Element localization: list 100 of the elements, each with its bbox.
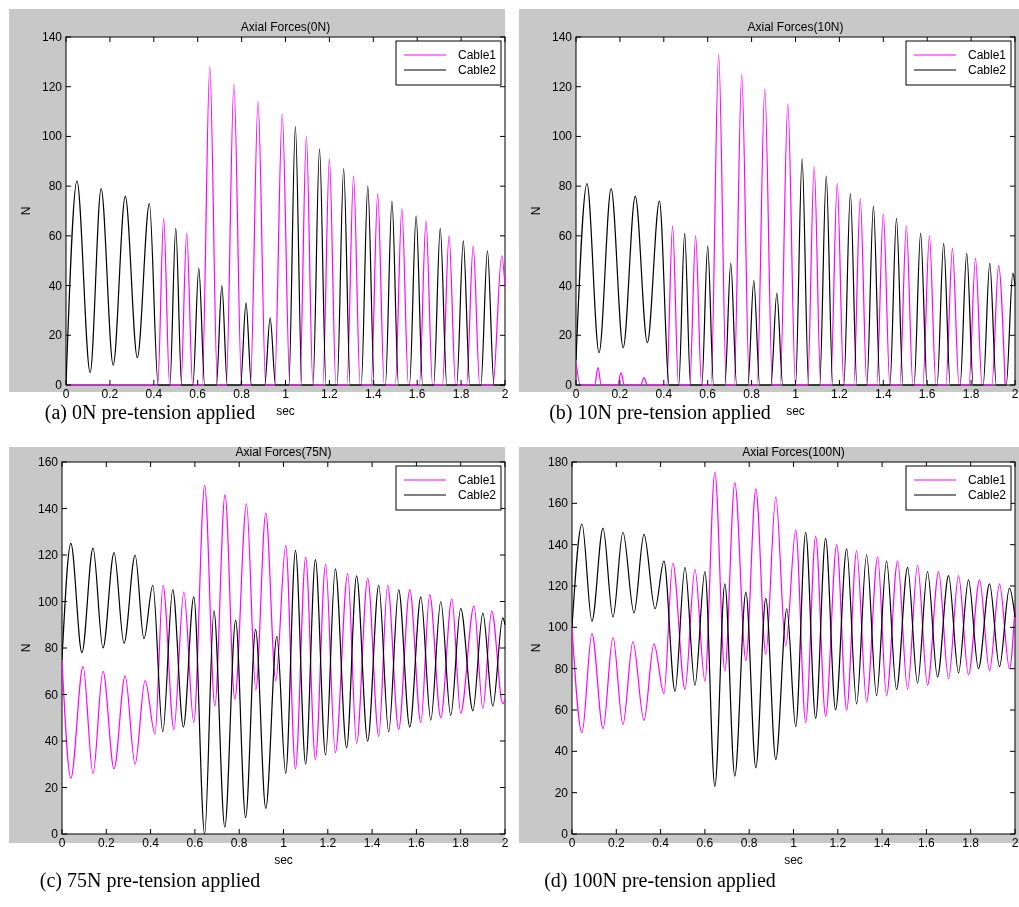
y-tick-label: 60 [48, 228, 63, 243]
x-axis-title: sec [786, 404, 805, 418]
chart-title: Axial Forces(10N) [747, 20, 844, 34]
y-tick-label: 160 [37, 455, 59, 469]
x-tick-label: 1.6 [918, 836, 936, 850]
text: (a) 0N pre-tension applied [44, 401, 256, 424]
line-series [572, 471, 1016, 734]
y-tick-label: 180 [547, 455, 569, 469]
x-tick-label: 0.2 [97, 836, 115, 850]
x-tick-label: 2 [1011, 836, 1019, 850]
y-axis-title: N [19, 206, 33, 216]
x-tick-label: 1.2 [319, 836, 337, 850]
y-tick-label: 140 [41, 30, 63, 44]
text: (d) 100N pre-tension applied [544, 869, 776, 892]
y-tick-label: 100 [41, 129, 63, 144]
x-tick-label: 0.4 [142, 836, 160, 850]
y-tick-label: 60 [558, 228, 573, 243]
legend-label: Cable1 [967, 473, 1007, 487]
y-tick-label: 20 [44, 780, 59, 795]
x-tick-label: 0.4 [652, 836, 670, 850]
y-tick-label: 40 [554, 744, 569, 759]
y-tick-label: 140 [547, 537, 569, 552]
y-tick-label: 40 [48, 278, 63, 293]
x-tick-label: 1.6 [408, 387, 426, 401]
x-tick-label: 1.8 [452, 387, 470, 401]
x-tick-label: 0.2 [607, 836, 625, 850]
chart-title: Axial Forces(0N) [240, 20, 331, 34]
y-tick-label: 0 [55, 378, 63, 392]
x-tick-label: 0.6 [186, 836, 204, 850]
legend-label: Cable2 [967, 63, 1007, 77]
x-tick-label: 0.4 [145, 387, 163, 401]
y-tick-label: 120 [41, 79, 63, 94]
y-tick-label: 120 [547, 579, 569, 593]
x-tick-label: 1.4 [874, 387, 892, 401]
y-axis-title: N [529, 643, 543, 653]
chart-title: Axial Forces(75N) [235, 445, 332, 459]
x-tick-label: 0.8 [743, 387, 761, 401]
chart-title: Axial Forces(100N) [742, 445, 845, 459]
y-tick-label: 40 [44, 734, 59, 748]
y-tick-label: 20 [48, 328, 63, 343]
y-tick-label: 20 [554, 785, 569, 800]
y-tick-label: 20 [558, 328, 573, 343]
x-tick-label: 0.8 [740, 836, 758, 850]
x-tick-label: 0.4 [655, 387, 673, 401]
x-tick-label: 0.8 [233, 387, 251, 401]
x-tick-label: 1.4 [364, 387, 382, 401]
x-axis-title: sec [274, 853, 293, 867]
x-tick-label: 2 [1011, 387, 1019, 401]
legend-label: Cable1 [457, 48, 497, 62]
y-axis-title: N [19, 643, 33, 653]
x-tick-label: 2 [501, 836, 509, 850]
y-tick-label: 140 [551, 30, 573, 44]
x-tick-label: 1 [792, 387, 800, 401]
y-tick-label: 0 [565, 378, 573, 392]
y-tick-label: 0 [51, 827, 59, 841]
y-tick-label: 140 [37, 501, 59, 516]
y-tick-label: 100 [551, 129, 573, 144]
x-tick-label: 0.2 [611, 387, 629, 401]
x-tick-label: 1.4 [363, 836, 381, 850]
x-tick-label: 1.2 [321, 387, 339, 401]
x-tick-label: 1.8 [452, 836, 470, 850]
x-tick-label: 0.6 [699, 387, 717, 401]
legend-label: Cable1 [457, 473, 497, 487]
text: (c) 75N pre-tension applied [39, 869, 261, 892]
legend-label: Cable2 [457, 488, 497, 502]
x-tick-label: 0.6 [189, 387, 207, 401]
x-tick-label: 2 [501, 387, 509, 401]
x-tick-label: 0.8 [230, 836, 248, 850]
y-tick-label: 80 [554, 661, 569, 676]
x-tick-label: 0.2 [101, 387, 119, 401]
y-tick-label: 0 [561, 827, 569, 841]
x-tick-label: 0.6 [696, 836, 714, 850]
y-tick-label: 120 [551, 79, 573, 94]
y-tick-label: 80 [558, 179, 573, 194]
y-tick-label: 160 [547, 496, 569, 511]
y-tick-label: 100 [37, 594, 59, 609]
legend-label: Cable2 [457, 63, 497, 77]
y-tick-label: 120 [37, 548, 59, 562]
y-tick-label: 80 [44, 641, 59, 655]
y-axis-title: N [529, 206, 543, 216]
y-tick-label: 80 [48, 179, 63, 194]
y-tick-label: 100 [547, 620, 569, 635]
x-axis-title: sec [276, 404, 295, 418]
x-axis-title: sec [784, 853, 803, 867]
legend-label: Cable2 [967, 488, 1007, 502]
y-tick-label: 60 [44, 687, 59, 702]
y-tick-label: 40 [558, 278, 573, 293]
x-tick-label: 1 [282, 387, 290, 401]
x-tick-label: 1 [280, 836, 288, 850]
text: (b) 10N pre-tension applied [549, 401, 771, 424]
y-tick-label: 60 [554, 703, 569, 717]
line-series [62, 484, 506, 779]
x-tick-label: 1.8 [962, 387, 980, 401]
x-tick-label: 1.6 [408, 836, 426, 850]
x-tick-label: 1.4 [873, 836, 891, 850]
x-tick-label: 1.6 [918, 387, 936, 401]
x-tick-label: 1 [790, 836, 798, 850]
x-tick-label: 1.8 [962, 836, 980, 850]
x-tick-label: 1.2 [829, 836, 847, 850]
legend-label: Cable1 [967, 48, 1007, 62]
